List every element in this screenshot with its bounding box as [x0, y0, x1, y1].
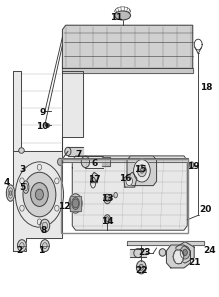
Ellipse shape — [134, 249, 142, 257]
Polygon shape — [70, 196, 81, 211]
Polygon shape — [91, 172, 98, 183]
Text: 15: 15 — [134, 165, 147, 174]
Ellipse shape — [9, 191, 12, 195]
Circle shape — [20, 243, 24, 249]
Ellipse shape — [104, 194, 111, 204]
Circle shape — [35, 189, 43, 200]
Circle shape — [140, 168, 144, 173]
Polygon shape — [127, 156, 157, 186]
Text: 5: 5 — [19, 183, 25, 192]
Text: 13: 13 — [101, 195, 114, 203]
Ellipse shape — [72, 198, 79, 209]
Text: 10: 10 — [37, 122, 49, 131]
Ellipse shape — [104, 215, 110, 224]
Polygon shape — [102, 157, 110, 166]
Circle shape — [136, 261, 146, 274]
Polygon shape — [62, 158, 188, 162]
Polygon shape — [130, 249, 146, 257]
Circle shape — [42, 222, 48, 229]
Polygon shape — [85, 156, 103, 168]
Ellipse shape — [6, 185, 15, 201]
Text: 14: 14 — [101, 217, 114, 226]
Circle shape — [138, 165, 146, 177]
Polygon shape — [62, 68, 193, 73]
Text: 20: 20 — [200, 205, 212, 214]
Ellipse shape — [81, 156, 90, 168]
Circle shape — [55, 178, 59, 184]
Polygon shape — [13, 71, 83, 251]
Circle shape — [15, 162, 64, 227]
Ellipse shape — [106, 217, 109, 222]
Polygon shape — [127, 241, 204, 245]
Circle shape — [134, 159, 150, 182]
Circle shape — [173, 249, 184, 264]
Circle shape — [43, 243, 47, 249]
Circle shape — [20, 205, 24, 211]
Text: 8: 8 — [41, 226, 47, 235]
Ellipse shape — [65, 147, 71, 156]
Circle shape — [139, 264, 143, 270]
Polygon shape — [72, 156, 187, 230]
Text: 12: 12 — [58, 202, 71, 211]
Text: 1: 1 — [39, 247, 45, 255]
Circle shape — [23, 172, 56, 217]
Text: 3: 3 — [20, 165, 26, 174]
Text: 22: 22 — [135, 266, 148, 275]
Circle shape — [37, 164, 42, 170]
Text: 11: 11 — [110, 13, 122, 22]
Ellipse shape — [69, 194, 82, 213]
Polygon shape — [176, 242, 194, 263]
Circle shape — [180, 246, 190, 259]
Ellipse shape — [8, 188, 13, 198]
Circle shape — [126, 177, 132, 186]
Circle shape — [18, 240, 26, 252]
Polygon shape — [62, 25, 193, 68]
Circle shape — [40, 219, 50, 232]
Circle shape — [55, 205, 59, 211]
Polygon shape — [68, 147, 83, 156]
Ellipse shape — [106, 197, 109, 201]
Ellipse shape — [23, 181, 29, 193]
Circle shape — [37, 219, 42, 225]
Circle shape — [183, 249, 187, 255]
Text: 2: 2 — [17, 247, 23, 255]
Circle shape — [58, 158, 63, 165]
Bar — [61, 159, 188, 233]
Text: 21: 21 — [189, 258, 201, 267]
Circle shape — [20, 178, 24, 184]
Text: 23: 23 — [138, 248, 151, 257]
Text: 24: 24 — [203, 247, 215, 255]
Polygon shape — [124, 172, 137, 187]
Text: 18: 18 — [200, 83, 212, 92]
Text: 7: 7 — [76, 150, 82, 159]
Text: 16: 16 — [118, 174, 131, 183]
Ellipse shape — [159, 249, 166, 256]
Text: 17: 17 — [88, 175, 101, 184]
Circle shape — [189, 162, 194, 168]
Polygon shape — [166, 245, 191, 268]
Ellipse shape — [24, 183, 27, 191]
Ellipse shape — [115, 11, 131, 20]
Text: 19: 19 — [187, 162, 200, 171]
Circle shape — [72, 199, 79, 208]
Text: 9: 9 — [39, 108, 46, 117]
Circle shape — [41, 240, 49, 252]
Text: 4: 4 — [3, 178, 10, 187]
Ellipse shape — [114, 192, 117, 198]
Circle shape — [31, 183, 48, 206]
Text: 6: 6 — [91, 159, 97, 168]
